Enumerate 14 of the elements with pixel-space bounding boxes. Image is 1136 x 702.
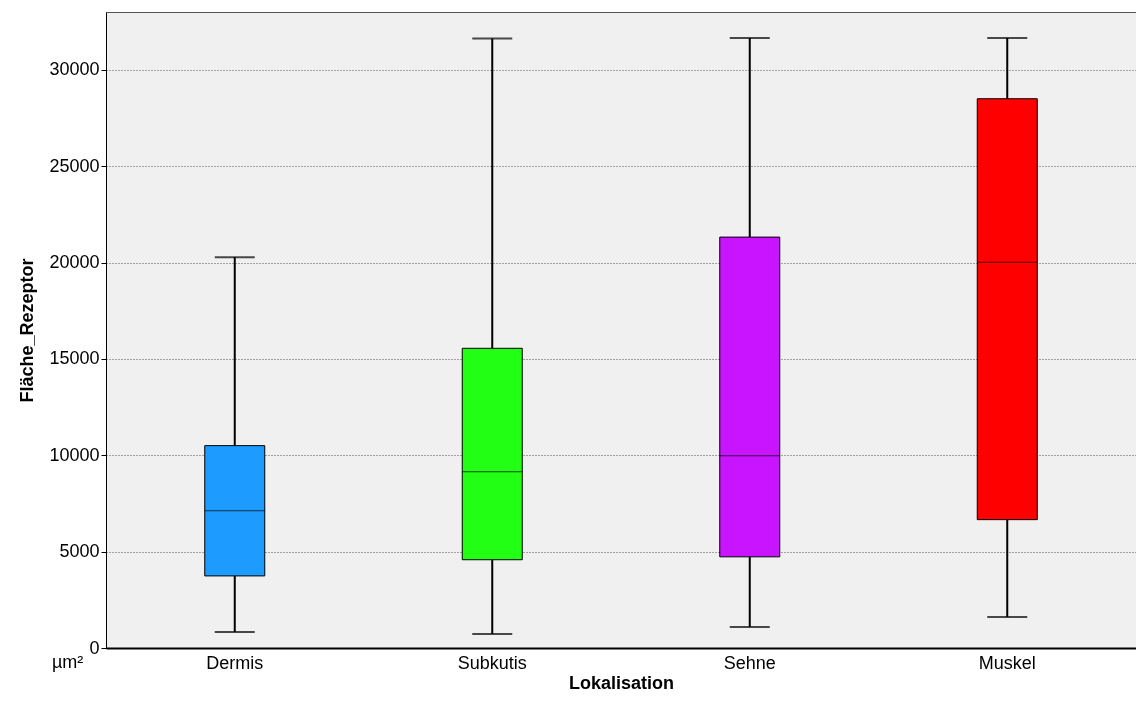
y-tick-label: 20000 (49, 252, 100, 273)
x-axis-title: Lokalisation (568, 672, 675, 693)
y-axis-title: Fläche_Rezeptor (17, 258, 38, 403)
text: µm² (52, 652, 84, 673)
x-tick-label: Sehne (723, 652, 776, 673)
y-tick-label: 0 (89, 637, 100, 658)
y-tick-label: 10000 (49, 444, 100, 465)
y-tick-label: 15000 (49, 348, 100, 369)
x-tick-label: Muskel (978, 652, 1036, 673)
y-tick-label: 25000 (49, 155, 100, 176)
x-tick-label: Subkutis (457, 652, 527, 673)
x-tick-label: Dermis (206, 652, 264, 673)
y-tick-label: 30000 (49, 59, 100, 80)
y-tick-label: 5000 (59, 541, 100, 562)
